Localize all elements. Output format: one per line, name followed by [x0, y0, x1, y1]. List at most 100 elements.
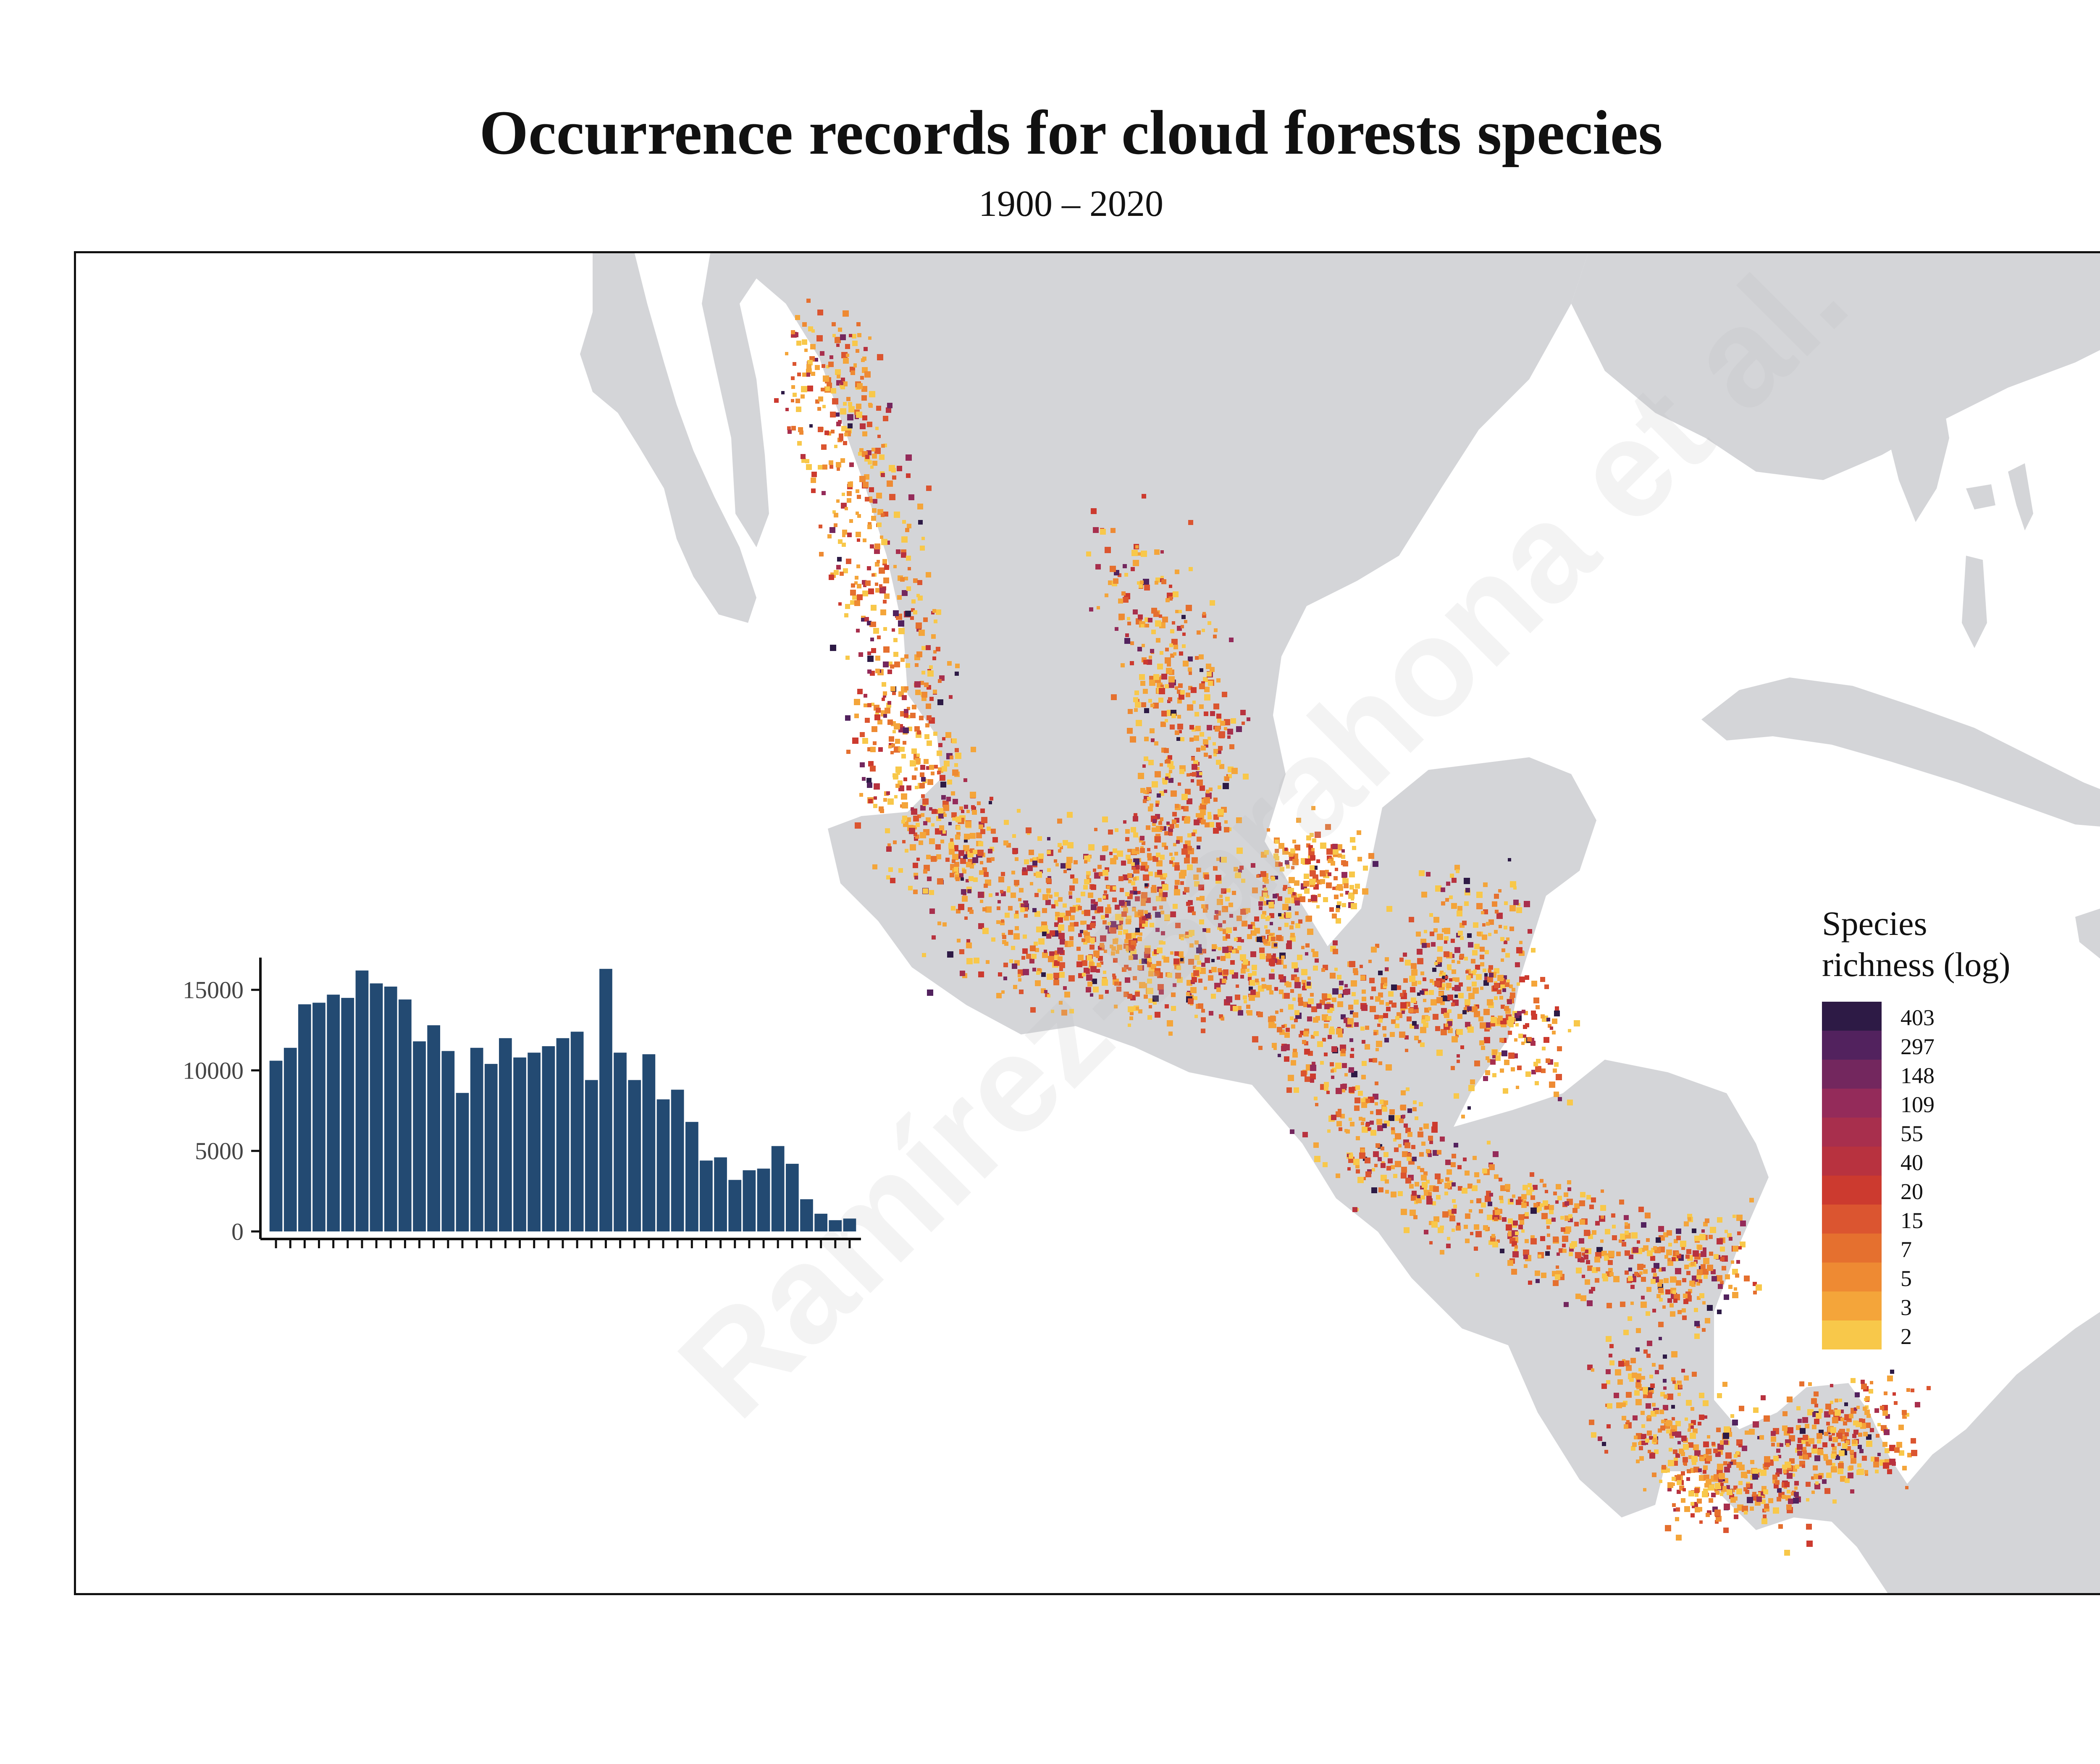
- occurrence-cell: [1495, 910, 1499, 914]
- occurrence-cell: [1302, 986, 1307, 990]
- occurrence-cell: [1191, 687, 1197, 693]
- occurrence-cell: [951, 812, 957, 818]
- occurrence-cell: [1177, 690, 1181, 694]
- occurrence-cell: [966, 810, 970, 813]
- occurrence-cell: [937, 751, 942, 756]
- occurrence-cell: [1667, 1394, 1673, 1400]
- occurrence-cell: [1136, 1007, 1139, 1010]
- occurrence-cell: [1233, 927, 1237, 931]
- occurrence-cell: [1186, 854, 1190, 858]
- occurrence-cell: [1145, 898, 1151, 903]
- occurrence-cell: [1178, 683, 1183, 688]
- occurrence-cell: [998, 900, 1001, 903]
- occurrence-cell: [1611, 1213, 1615, 1218]
- occurrence-cell: [1524, 1264, 1528, 1268]
- occurrence-cell: [1305, 858, 1311, 864]
- occurrence-cell: [1029, 850, 1034, 855]
- occurrence-cell: [1448, 1009, 1452, 1013]
- occurrence-cell: [1533, 998, 1539, 1003]
- occurrence-cell: [1170, 951, 1173, 955]
- occurrence-cell: [1382, 1107, 1387, 1112]
- occurrence-cell: [1211, 967, 1217, 972]
- occurrence-cell: [1217, 719, 1221, 723]
- occurrence-cell: [1105, 990, 1109, 994]
- occurrence-cell: [1137, 647, 1142, 651]
- occurrence-cell: [927, 685, 931, 690]
- occurrence-cell: [1148, 971, 1154, 976]
- occurrence-cell: [1606, 1303, 1612, 1308]
- occurrence-cell: [1151, 887, 1157, 893]
- occurrence-cell: [970, 792, 976, 798]
- legend-label: 403: [1900, 1005, 1935, 1030]
- occurrence-cell: [1198, 885, 1204, 890]
- occurrence-cell: [840, 383, 844, 388]
- occurrence-cell: [1642, 1265, 1646, 1268]
- occurrence-cell: [1884, 1429, 1890, 1435]
- occurrence-cell: [1586, 1195, 1591, 1200]
- occurrence-cell: [1631, 1232, 1638, 1239]
- occurrence-cell: [1181, 794, 1188, 800]
- occurrence-cell: [1156, 853, 1160, 857]
- occurrence-cell: [883, 627, 887, 631]
- occurrence-cell: [1089, 945, 1095, 950]
- occurrence-cell: [1518, 1225, 1523, 1229]
- occurrence-cell: [1385, 1179, 1389, 1184]
- occurrence-cell: [1614, 1393, 1619, 1398]
- occurrence-cell: [1659, 1337, 1662, 1340]
- occurrence-cell: [872, 573, 875, 577]
- occurrence-cell: [1533, 1185, 1538, 1190]
- occurrence-cell: [919, 716, 924, 720]
- occurrence-cell: [870, 465, 874, 469]
- occurrence-cell: [1382, 1026, 1386, 1030]
- occurrence-cell: [841, 378, 845, 382]
- occurrence-cell: [1301, 1071, 1307, 1076]
- occurrence-cell: [1567, 1187, 1571, 1191]
- occurrence-cell: [1042, 908, 1047, 913]
- occurrence-cell: [1090, 993, 1093, 997]
- occurrence-cell: [1133, 887, 1137, 891]
- occurrence-cell: [1646, 1403, 1651, 1409]
- occurrence-cell: [791, 376, 795, 380]
- occurrence-cell: [1232, 950, 1236, 953]
- occurrence-cell: [1035, 980, 1041, 986]
- occurrence-cell: [1339, 886, 1343, 891]
- occurrence-cell: [1339, 1127, 1342, 1131]
- occurrence-cell: [1436, 997, 1443, 1003]
- occurrence-cell: [1271, 877, 1275, 881]
- land-north-america-east: [1571, 253, 2100, 480]
- occurrence-cell: [1718, 1284, 1723, 1289]
- occurrence-cell: [1330, 1062, 1334, 1066]
- occurrence-cell: [860, 762, 865, 767]
- occurrence-cell: [1135, 876, 1139, 880]
- occurrence-cell: [1147, 853, 1152, 858]
- occurrence-cell: [1260, 871, 1266, 877]
- occurrence-cell: [1171, 714, 1176, 718]
- occurrence-cell: [920, 765, 925, 770]
- occurrence-cell: [1444, 1013, 1449, 1018]
- occurrence-cell: [1181, 625, 1184, 628]
- occurrence-cell: [1342, 1063, 1347, 1068]
- occurrence-cell: [1645, 1441, 1648, 1445]
- occurrence-cell: [1435, 885, 1441, 892]
- occurrence-cell: [1328, 859, 1332, 863]
- occurrence-cell: [920, 546, 925, 551]
- occurrence-cell: [1383, 1034, 1386, 1037]
- occurrence-cell: [1704, 1275, 1708, 1279]
- occurrence-cell: [959, 949, 964, 954]
- legend-swatch: [1822, 1060, 1882, 1089]
- inset-bar: [284, 1047, 297, 1231]
- occurrence-cell: [1861, 1383, 1867, 1389]
- occurrence-cell: [1516, 907, 1522, 913]
- occurrence-cell: [1100, 855, 1105, 861]
- occurrence-cell: [1842, 1443, 1848, 1449]
- occurrence-cell: [1257, 1012, 1263, 1017]
- occurrence-cell: [1070, 907, 1076, 913]
- occurrence-cell: [1488, 965, 1493, 970]
- occurrence-cell: [1742, 1506, 1748, 1512]
- occurrence-cell: [1444, 936, 1449, 941]
- occurrence-cell: [1188, 686, 1192, 690]
- occurrence-cell: [1689, 1281, 1695, 1286]
- occurrence-cell: [1341, 849, 1345, 853]
- occurrence-cell: [1192, 857, 1198, 864]
- occurrence-cell: [1086, 551, 1091, 556]
